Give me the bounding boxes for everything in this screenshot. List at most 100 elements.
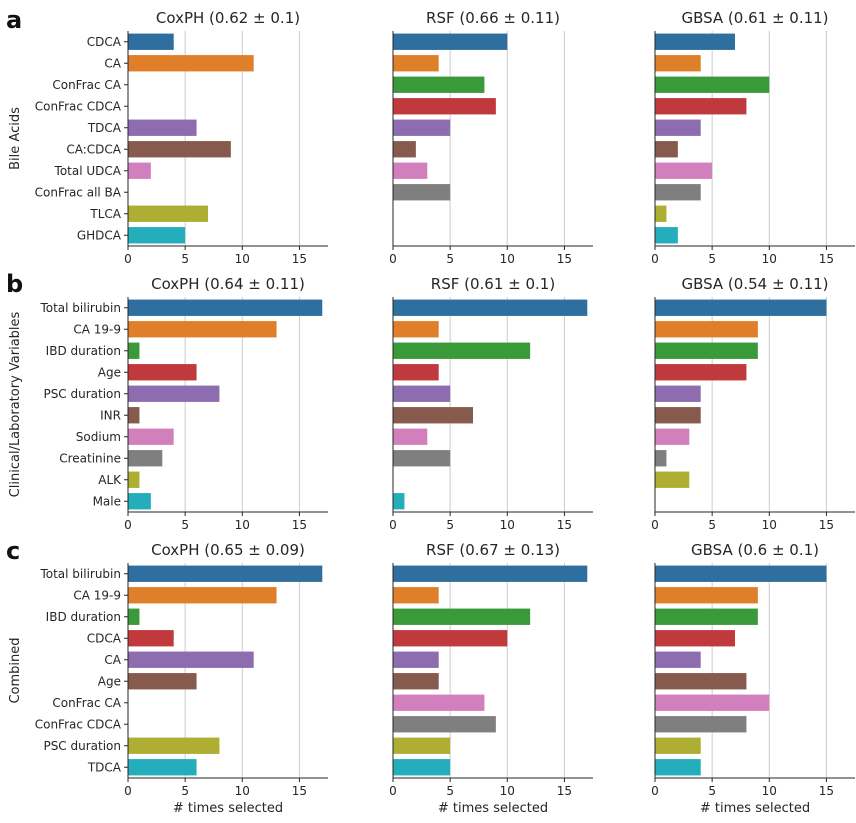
subplot-title: RSF (0.61 ± 0.1) (431, 275, 555, 293)
bar (655, 694, 770, 711)
x-tick-label: 0 (124, 518, 132, 532)
bar (393, 76, 485, 93)
bar (128, 471, 140, 488)
category-label: CA (104, 56, 121, 70)
x-tick-label: 5 (446, 252, 454, 266)
bar (128, 565, 323, 582)
bar (655, 630, 735, 647)
category-label: GHDCA (77, 228, 122, 242)
x-axis-label: # times selected (173, 801, 283, 816)
bar (393, 608, 531, 625)
bar (655, 299, 827, 316)
category-label: CA:CDCA (66, 142, 121, 156)
bar (128, 587, 277, 604)
y-axis-label: Combined (8, 637, 23, 703)
bar (655, 119, 701, 136)
bar (655, 608, 758, 625)
bar (393, 407, 473, 424)
bar (655, 565, 827, 582)
category-label: PSC duration (43, 739, 121, 753)
bar (393, 342, 531, 359)
category-label: Creatinine (59, 451, 121, 465)
subplot-b-3: 0 5 10 15 GBSA (0.54 ± 0.11) (651, 275, 855, 532)
bar (655, 450, 667, 467)
x-tick-label: 5 (181, 252, 189, 266)
subplot-c-3: 0 5 10 15 GBSA (0.6 ± 0.1) # times selected (651, 541, 855, 816)
category-label: Male (93, 494, 121, 508)
category-label: ConFrac all BA (35, 185, 122, 199)
bar (393, 299, 588, 316)
bar (393, 428, 428, 445)
bar (128, 55, 254, 72)
category-label: PSC duration (43, 387, 121, 401)
bar (128, 737, 220, 754)
bar (655, 385, 701, 402)
x-axis-label: # times selected (700, 801, 810, 816)
x-axis-label: # times selected (438, 801, 548, 816)
subplot-title: GBSA (0.54 ± 0.11) (681, 275, 828, 293)
x-tick-label: 15 (292, 518, 307, 532)
x-tick-label: 10 (500, 252, 515, 266)
bar (393, 141, 416, 158)
bar (655, 651, 701, 668)
x-tick-label: 5 (708, 252, 716, 266)
bar (393, 184, 451, 201)
bar (393, 737, 451, 754)
bar (655, 428, 690, 445)
bar (655, 227, 678, 244)
x-tick-label: 0 (389, 518, 397, 532)
category-label: TDCA (87, 760, 122, 774)
bar (393, 33, 508, 50)
bar (128, 651, 254, 668)
x-tick-label: 15 (819, 518, 834, 532)
bar (128, 162, 151, 179)
x-tick-label: 0 (124, 252, 132, 266)
x-tick-label: 10 (762, 518, 777, 532)
bar (128, 385, 220, 402)
x-tick-label: 10 (762, 252, 777, 266)
subplot-title: GBSA (0.6 ± 0.1) (691, 541, 819, 559)
category-label: CA 19-9 (73, 322, 121, 336)
bar (393, 55, 439, 72)
bar (655, 342, 758, 359)
category-label: TLCA (89, 207, 121, 221)
bar (393, 119, 451, 136)
subplot-title: CoxPH (0.62 ± 0.1) (156, 9, 300, 27)
bar (128, 428, 174, 445)
x-tick-label: 10 (762, 784, 777, 798)
bar (655, 759, 701, 776)
category-label: Sodium (76, 430, 121, 444)
subplot-title: CoxPH (0.65 ± 0.09) (151, 541, 305, 559)
category-label: CA 19-9 (73, 588, 121, 602)
bar (655, 76, 770, 93)
bar (655, 33, 735, 50)
category-label: Age (98, 365, 121, 379)
bar (393, 98, 496, 115)
x-tick-label: 10 (235, 252, 250, 266)
bar (655, 737, 701, 754)
category-label: CDCA (87, 35, 122, 49)
category-label: INR (100, 408, 121, 422)
category-label: CDCA (87, 631, 122, 645)
panel-letter-c: c (6, 537, 20, 565)
category-label: IBD duration (46, 610, 121, 624)
x-tick-label: 5 (708, 784, 716, 798)
bar (393, 716, 496, 733)
subplot-title: RSF (0.66 ± 0.11) (426, 9, 560, 27)
subplot-a-1: 0 5 10 15 CoxPH (0.62 ± 0.1) CDCA CA ConFrac CA… (35, 9, 328, 266)
x-tick-label: 15 (557, 784, 572, 798)
x-tick-label: 5 (181, 784, 189, 798)
bar (128, 608, 140, 625)
subplot-title: GBSA (0.61 ± 0.11) (681, 9, 828, 27)
bar (655, 141, 678, 158)
bar (128, 33, 174, 50)
bar (128, 342, 140, 359)
category-label: ConFrac CA (52, 78, 121, 92)
bar (655, 471, 690, 488)
category-label: ConFrac CDCA (35, 717, 122, 731)
bar (393, 651, 439, 668)
x-tick-label: 15 (292, 784, 307, 798)
x-tick-label: 15 (557, 518, 572, 532)
bar (393, 565, 588, 582)
bar (393, 493, 405, 510)
